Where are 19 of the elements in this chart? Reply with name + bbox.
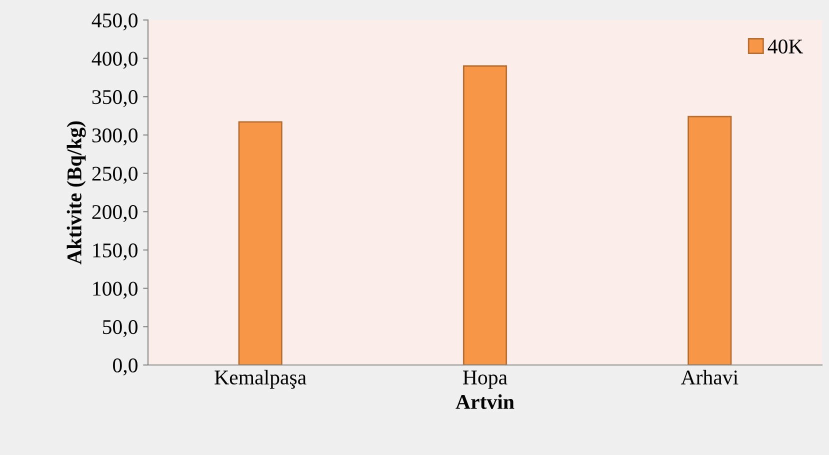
- y-tick-label: 100,0: [93, 282, 138, 299]
- x-tick-label: Arhavi: [680, 370, 738, 385]
- bar: [688, 116, 732, 365]
- y-tick-label: 200,0: [92, 205, 138, 222]
- y-tick-label: 400,0: [92, 52, 138, 69]
- y-tick-label: 50,0: [103, 320, 138, 338]
- x-tick-label: Hopa: [463, 370, 508, 389]
- y-tick-label: 150,0: [93, 243, 138, 260]
- bar: [462, 65, 508, 365]
- y-tick-label: 250,0: [92, 166, 138, 184]
- y-axis-title: Aktivite (Bq/kg): [66, 121, 86, 264]
- bar: [238, 121, 282, 365]
- y-tick-label: 350,0: [92, 90, 138, 108]
- y-tick-label: 300,0: [92, 128, 138, 146]
- legend-label: 40K: [768, 39, 804, 54]
- y-tick-label: 0,0: [113, 358, 138, 376]
- x-tick-label: Kemalpaşa: [214, 370, 306, 389]
- y-tick-label: 450,0: [92, 13, 138, 30]
- x-axis-title: Artvin: [456, 394, 514, 409]
